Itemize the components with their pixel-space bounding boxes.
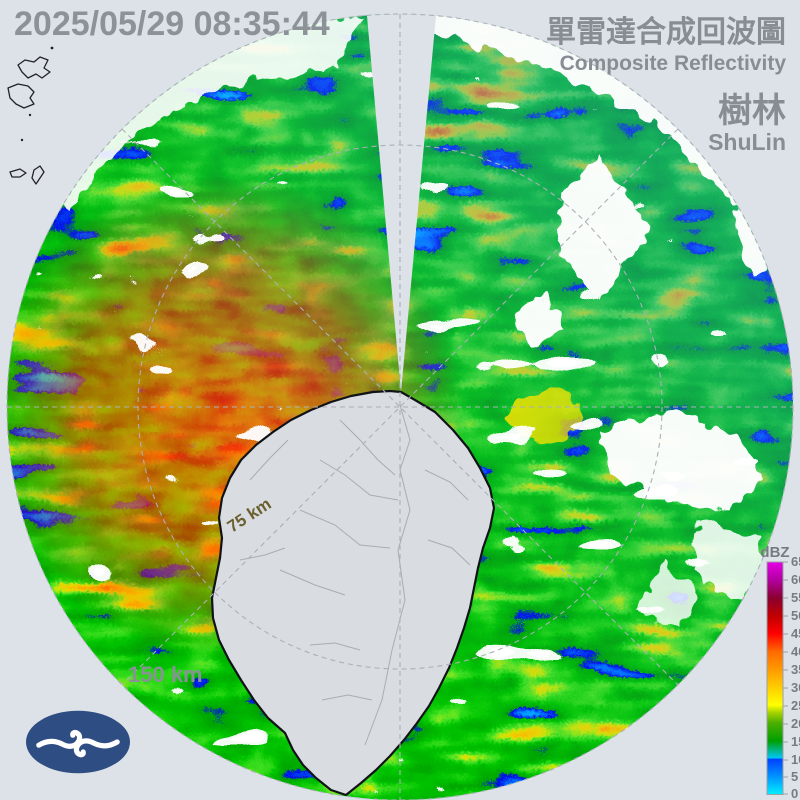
svg-text:ShuLin: ShuLin (708, 129, 786, 155)
svg-text:40: 40 (791, 644, 800, 659)
svg-text:2025/05/29 08:35:44: 2025/05/29 08:35:44 (14, 5, 330, 43)
svg-text:150 km: 150 km (128, 662, 203, 687)
svg-text:15: 15 (791, 734, 800, 749)
svg-text:10: 10 (791, 752, 800, 767)
svg-text:45: 45 (791, 626, 800, 641)
svg-text:dBZ: dBZ (760, 544, 789, 561)
svg-text:單雷達合成回波圖: 單雷達合成回波圖 (546, 15, 786, 49)
svg-text:5: 5 (791, 769, 798, 784)
svg-text:0: 0 (791, 786, 798, 800)
svg-text:35: 35 (791, 662, 800, 677)
svg-text:Composite Reflectivity: Composite Reflectivity (560, 52, 787, 75)
svg-text:樹林: 樹林 (718, 92, 786, 130)
svg-text:30: 30 (791, 680, 800, 695)
svg-text:50: 50 (791, 608, 800, 623)
svg-text:60: 60 (791, 572, 800, 587)
svg-text:20: 20 (791, 716, 800, 731)
svg-text:55: 55 (791, 590, 800, 605)
svg-text:65: 65 (791, 554, 800, 569)
svg-text:25: 25 (791, 698, 800, 713)
